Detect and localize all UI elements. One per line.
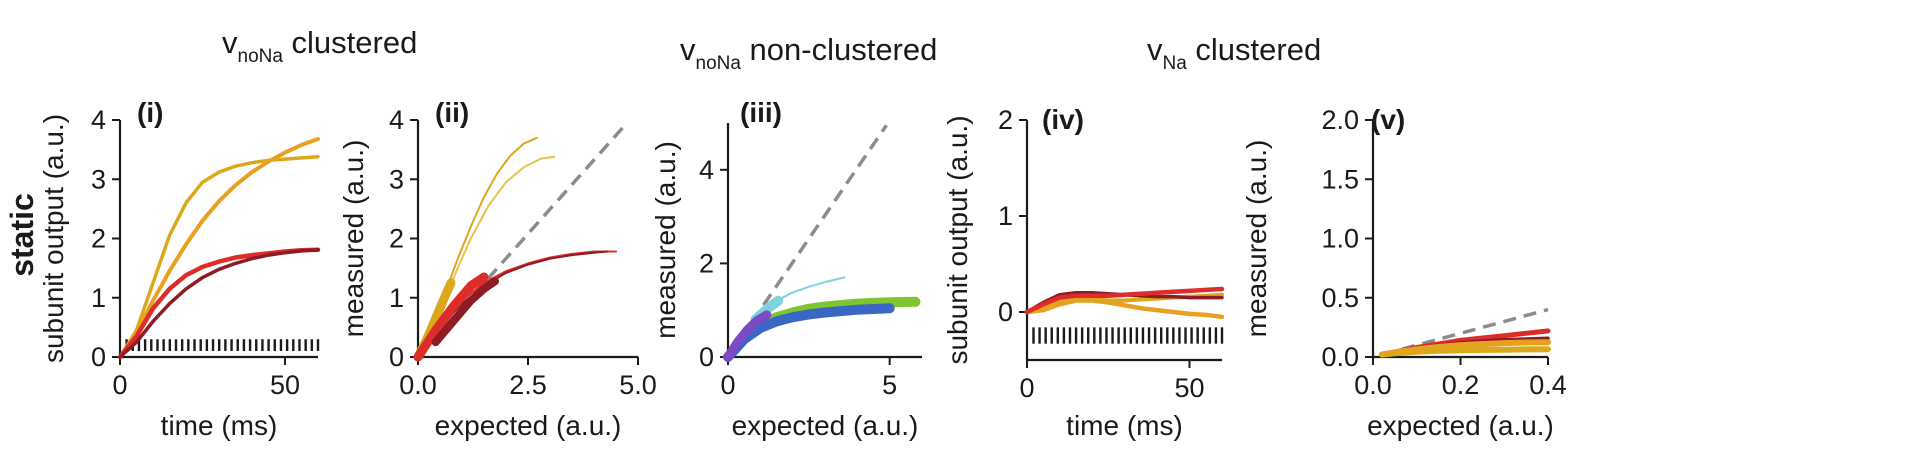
x-axis-label: expected (a.u.): [732, 410, 919, 441]
y-tick-label: 4: [699, 155, 714, 185]
series-red: [1024, 286, 1225, 315]
series-dark-red-thick: [431, 277, 499, 347]
y-tick-label: 2: [91, 224, 106, 254]
y-tick-label: 1: [91, 283, 106, 313]
y-axis-label: measured (a.u.): [650, 141, 681, 339]
group-title-Na-clustered: vNa clustered: [1147, 32, 1321, 74]
group-title-rest: clustered: [283, 25, 417, 60]
y-tick-label: 1: [998, 201, 1013, 231]
x-axis-label: expected (a.u.): [435, 410, 622, 441]
group-title-subscript: noNa: [696, 53, 742, 74]
group-title-noNa-clustered: vnoNa clustered: [222, 25, 417, 67]
y-axis-label: measured (a.u.): [1241, 140, 1272, 338]
y-tick-label: 2: [699, 248, 714, 278]
y-axis-label: measured (a.u.): [338, 140, 369, 338]
x-tick-label: 5.0: [619, 370, 657, 400]
x-axis-label: expected (a.u.): [1367, 410, 1554, 441]
panel-label: (i): [137, 97, 163, 128]
group-title-subscript: noNa: [238, 46, 284, 67]
series-orange-rising: [118, 137, 320, 359]
x-tick-label: 5: [882, 370, 897, 400]
group-title-rest: non-clustered: [741, 32, 937, 67]
y-tick-label: 0.5: [1321, 283, 1359, 313]
group-title-subscript: Na: [1163, 53, 1188, 74]
panel-4: 0 1 2 0 50 time (ms) subunit output (a.u.) (iv): [942, 104, 1225, 441]
x-tick-label: 50: [1174, 373, 1204, 403]
x-tick-label: 0: [1019, 373, 1034, 403]
panel-2: 0 1 2 3 4 0.0 2.5 5.0 expected (a.u.) measured (a…: [338, 97, 657, 441]
panel-3: 0 2 4 0 5 expected (a.u.) measured (a.u.) (iii): [650, 97, 922, 441]
y-tick-label: 0: [699, 342, 714, 372]
series-purple-thick: [723, 310, 772, 362]
x-tick-label: 0.4: [1529, 370, 1567, 400]
group-title-symbol: v: [222, 25, 238, 60]
series-yellow-saturating: [118, 154, 320, 359]
group-title-rest: clustered: [1187, 32, 1321, 67]
y-tick-label: 1: [389, 283, 404, 313]
panel-1: 0 1 2 3 4 0 50 time (ms) subunit output (a.u.) (i…: [38, 97, 321, 441]
panel-label: (v): [1371, 104, 1405, 135]
x-tick-label: 2.5: [509, 370, 547, 400]
panel-label: (iii): [740, 97, 782, 128]
x-tick-label: 50: [270, 370, 300, 400]
y-tick-label: 0.0: [1321, 342, 1359, 372]
y-tick-label: 2: [998, 105, 1013, 135]
y-tick-label: 1.5: [1321, 164, 1359, 194]
y-tick-label: 4: [91, 105, 106, 135]
y-axis-label: subunit output (a.u.): [942, 115, 973, 364]
panel-label: (ii): [435, 97, 469, 128]
group-title-noNa-non-clustered: vnoNa non-clustered: [680, 32, 937, 74]
y-tick-label: 4: [389, 105, 404, 135]
row-label: static: [4, 193, 40, 277]
series-dark-red: [118, 248, 320, 359]
y-tick-label: 1.0: [1321, 224, 1359, 254]
group-title-symbol: v: [1147, 32, 1163, 67]
x-tick-label: 0: [112, 370, 127, 400]
y-axis-label: subunit output (a.u.): [38, 114, 69, 363]
series-orange-dipping: [1024, 298, 1225, 320]
y-tick-label: 2.0: [1321, 105, 1359, 135]
group-title-symbol: v: [680, 32, 696, 67]
series-yellow: [1378, 346, 1551, 358]
panel-label: (iv): [1042, 104, 1084, 135]
x-tick-label: 0.0: [399, 370, 437, 400]
series-blue-thick: [723, 303, 895, 362]
y-tick-label: 3: [91, 164, 106, 194]
x-tick-label: 0.2: [1442, 370, 1480, 400]
x-axis-label: time (ms): [161, 410, 278, 441]
series-red-thin: [417, 250, 617, 358]
x-tick-label: 0: [720, 370, 735, 400]
y-tick-label: 3: [389, 164, 404, 194]
series-red-thick: [413, 272, 489, 362]
x-axis-label: time (ms): [1066, 410, 1183, 441]
panel-5: 0.0 0.5 1.0 1.5 2.0 0.0 0.2 0.4 expected (a.u.) m…: [1241, 104, 1567, 441]
y-tick-label: 0: [91, 342, 106, 372]
y-tick-label: 0: [998, 297, 1013, 327]
y-tick-label: 2: [389, 224, 404, 254]
y-tick-label: 0: [389, 342, 404, 372]
x-tick-label: 0.0: [1354, 370, 1392, 400]
